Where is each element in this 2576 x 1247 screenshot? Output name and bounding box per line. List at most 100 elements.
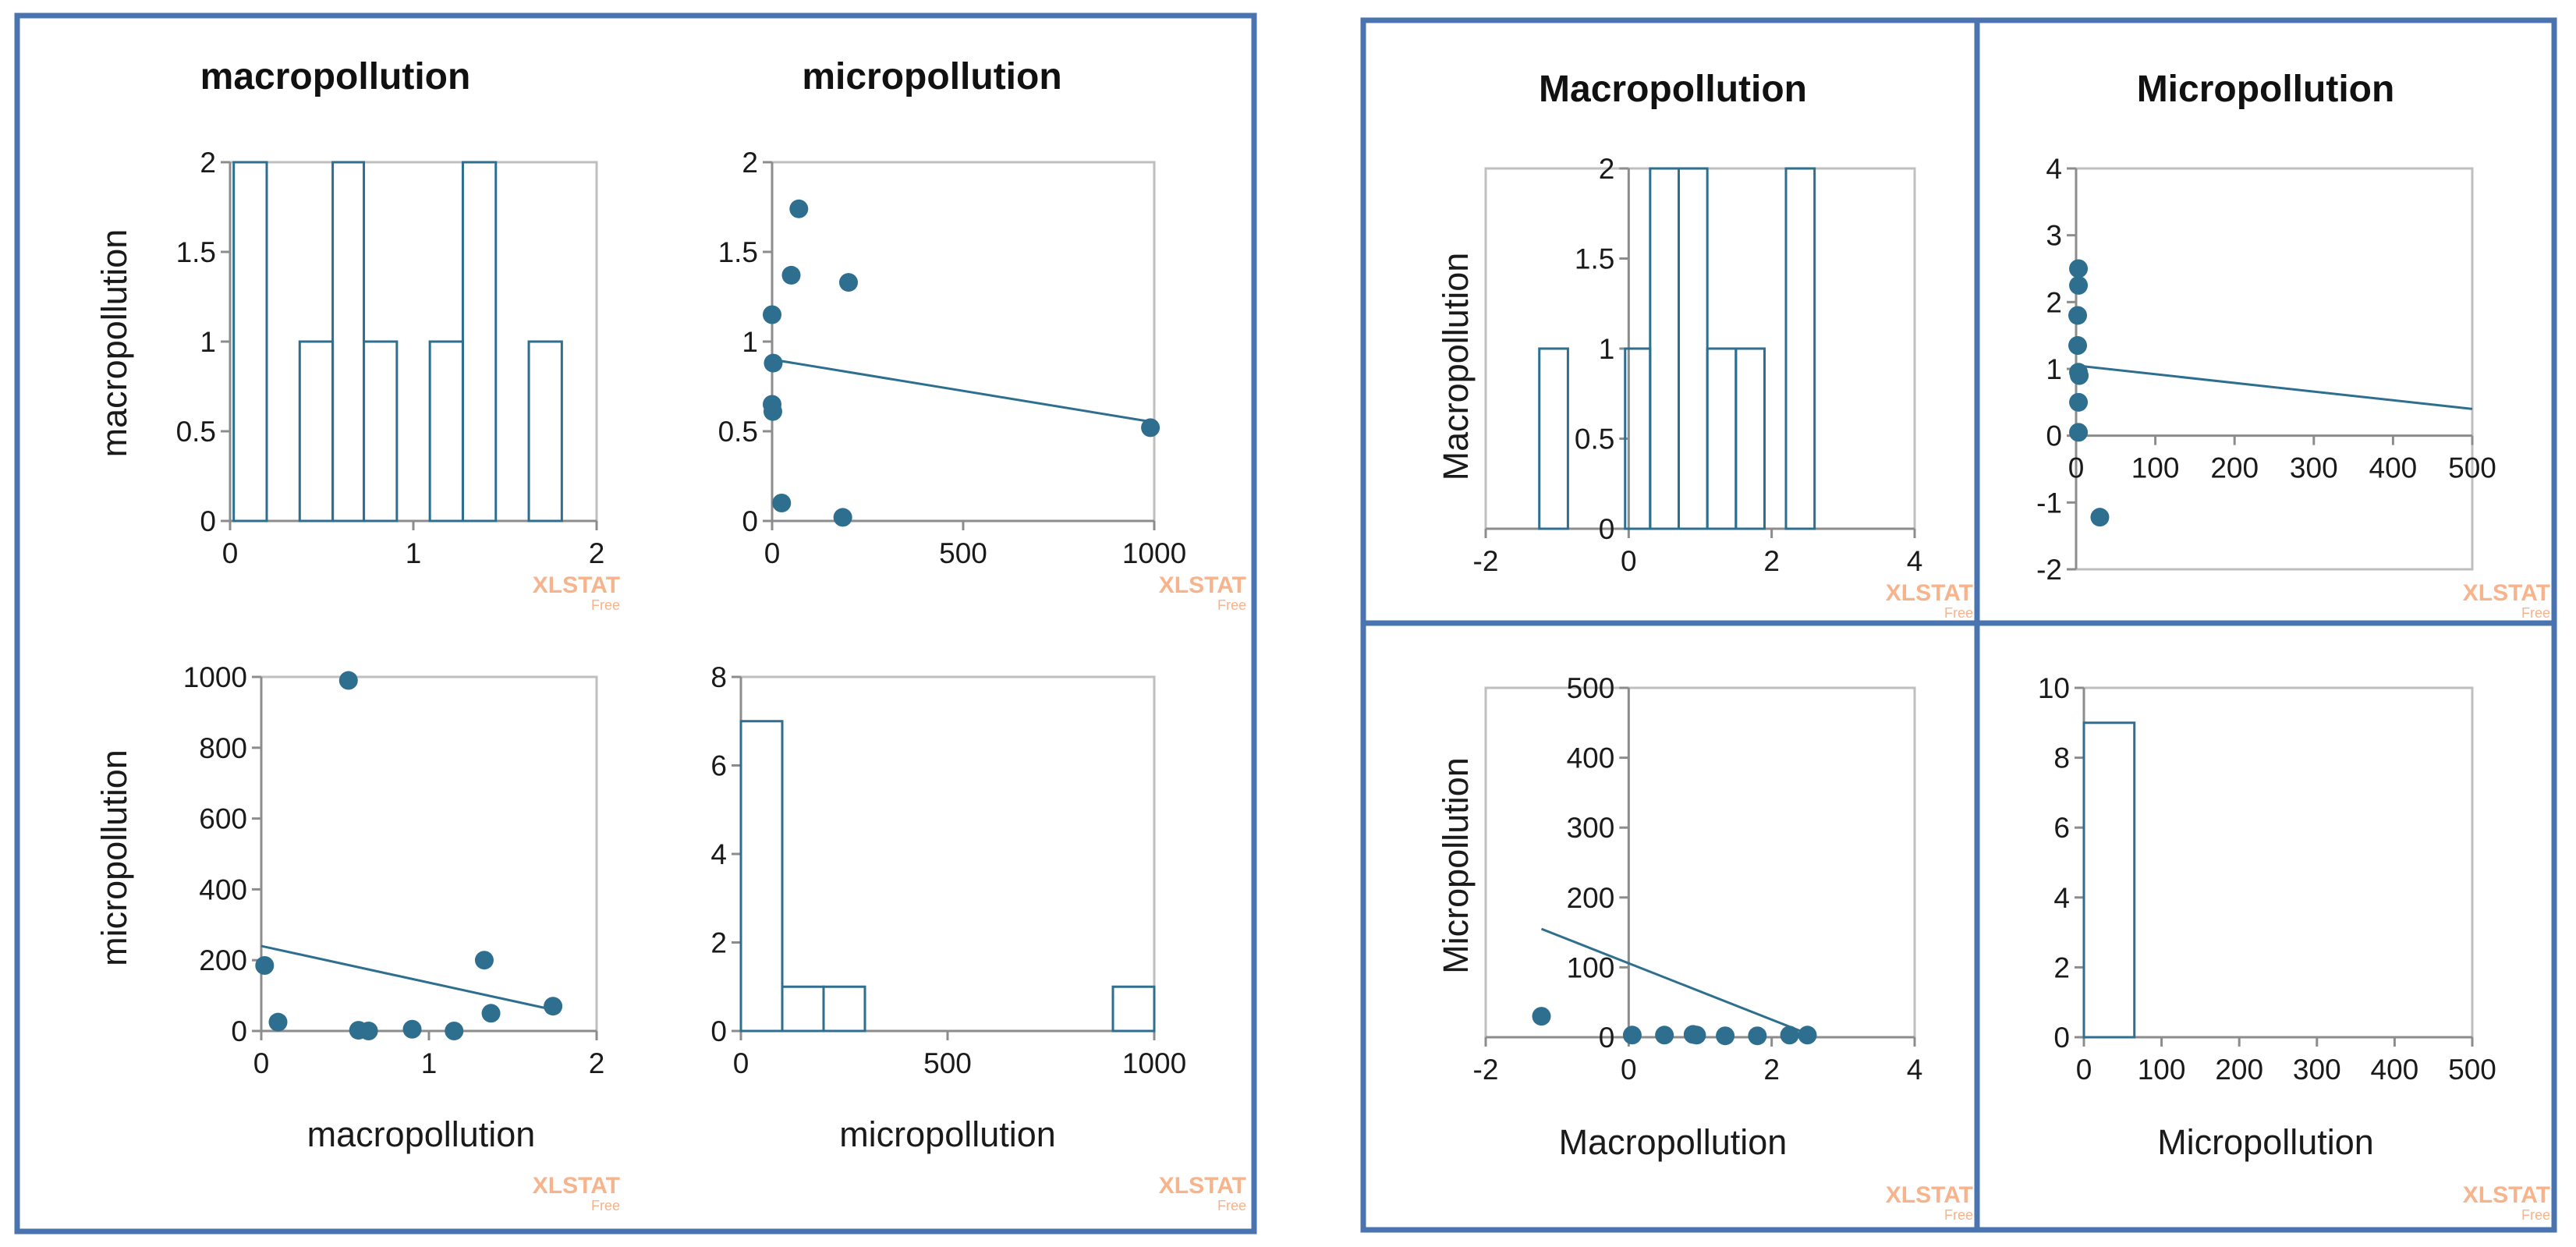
y-tick-label: 2 xyxy=(2046,286,2062,318)
scatter-point xyxy=(772,494,792,512)
histogram-bar xyxy=(1678,167,1709,530)
y-tick-label: 1 xyxy=(742,326,758,358)
histogram-bar xyxy=(1538,347,1569,530)
y-tick-label: 600 xyxy=(199,803,247,835)
x-tick-label: 0 xyxy=(733,1047,749,1079)
left-row-label-2: micropollution xyxy=(94,749,134,966)
scatter-point xyxy=(839,273,858,292)
histogram-bar xyxy=(739,720,784,1033)
scatter-point xyxy=(1798,1026,1817,1045)
y-tick-label: 2 xyxy=(742,147,758,179)
scatter-point xyxy=(1141,418,1160,438)
x-tick-label: 100 xyxy=(2138,1054,2186,1086)
left-matrix-frame xyxy=(14,12,1257,1235)
y-tick-label: 500 xyxy=(1567,672,1615,704)
scatter-point xyxy=(402,1019,422,1039)
x-tick-label: 0 xyxy=(2076,1054,2092,1086)
svg-text:Free: Free xyxy=(1217,1198,1246,1213)
svg-text:Free: Free xyxy=(591,597,620,613)
x-tick-label: 1000 xyxy=(1122,537,1186,569)
x-tick-label: 500 xyxy=(923,1047,972,1079)
svg-text:Free: Free xyxy=(1944,1207,1973,1223)
x-tick-label: 300 xyxy=(2293,1054,2341,1086)
scatter-point xyxy=(268,1012,288,1032)
scatter-point xyxy=(338,671,358,690)
chart-R11: 0 0.5 1 1.5 2 -2 0 2 4 xyxy=(1473,153,1923,577)
x-tick-label: 1 xyxy=(406,537,422,569)
scatter-point xyxy=(763,402,782,421)
plot-area-L22 xyxy=(739,675,1156,1033)
x-tick-label: 2 xyxy=(589,537,605,569)
scatter-point xyxy=(1622,1026,1642,1045)
y-tick-label: 8 xyxy=(710,661,727,693)
y-tick-label: 0.5 xyxy=(176,416,216,448)
scatter-point xyxy=(1655,1026,1674,1045)
scatter-point xyxy=(1687,1026,1706,1045)
histogram-bar xyxy=(1624,347,1652,530)
histogram-bar xyxy=(1649,167,1680,530)
left-x-label-2: micropollution xyxy=(839,1114,1056,1154)
y-tick-label: 2 xyxy=(710,927,727,959)
scatter-point xyxy=(764,353,783,373)
svg-text:Free: Free xyxy=(1944,605,1973,621)
plot-area-R12 xyxy=(2075,167,2474,571)
y-tick-label: 1 xyxy=(200,326,216,358)
y-tick-label: 0 xyxy=(2053,1022,2070,1054)
svg-text:XLSTAT: XLSTAT xyxy=(1886,1182,1973,1208)
scatter-point xyxy=(1716,1026,1735,1046)
x-tick-label: -2 xyxy=(1473,545,1499,577)
x-tick-label: 200 xyxy=(2215,1054,2263,1086)
y-tick-label: 4 xyxy=(2053,882,2070,914)
histogram-bar xyxy=(1784,167,1816,530)
y-tick-label: 1 xyxy=(1599,333,1615,365)
histogram-bar xyxy=(363,340,399,523)
scatter-point xyxy=(544,997,563,1016)
scatter-point xyxy=(481,1004,501,1023)
svg-text:XLSTAT: XLSTAT xyxy=(1159,1173,1246,1199)
y-tick-label: 1.5 xyxy=(176,236,216,268)
trend-line xyxy=(771,358,1155,423)
scatter-point xyxy=(2069,423,2089,442)
scatter-point xyxy=(833,508,852,527)
plot-area-R21 xyxy=(1484,686,1916,1039)
y-tick-label: 0 xyxy=(2046,420,2062,452)
scatter-point xyxy=(789,199,809,218)
scatter-point xyxy=(2068,336,2088,356)
x-tick-label: 1000 xyxy=(1122,1047,1186,1079)
x-tick-label: 0 xyxy=(222,537,239,569)
right-row-label-1: Macropollution xyxy=(1436,253,1476,481)
scatter-point xyxy=(2069,259,2089,278)
x-tick-label: 500 xyxy=(2448,452,2496,484)
y-tick-label: -1 xyxy=(2036,487,2062,519)
y-tick-label: 200 xyxy=(1567,882,1615,914)
y-tick-label: 400 xyxy=(1567,742,1615,774)
y-tick-label: 0 xyxy=(231,1015,247,1047)
histogram-bar xyxy=(461,161,498,523)
chart-L21: 0 200 400 600 800 1000 0 1 2 xyxy=(183,661,605,1079)
x-tick-label: 1 xyxy=(421,1047,438,1079)
histogram-bar xyxy=(428,340,464,523)
right-col-title-2: Micropollution xyxy=(2137,69,2395,110)
y-tick-label: 3 xyxy=(2046,220,2062,252)
left-col-title-2: micropollution xyxy=(802,56,1061,97)
y-tick-label: 2 xyxy=(2053,951,2070,983)
y-tick-label: 4 xyxy=(2046,153,2062,185)
x-tick-label: 500 xyxy=(2448,1054,2496,1086)
scatter-point xyxy=(1532,1007,1551,1026)
y-tick-label: 8 xyxy=(2053,742,2070,774)
y-tick-label: 1.5 xyxy=(718,236,758,268)
y-tick-label: 200 xyxy=(199,944,247,976)
y-tick-label: 300 xyxy=(1567,812,1615,844)
histogram-bar xyxy=(1734,347,1766,530)
x-tick-label: 0 xyxy=(1621,1054,1637,1086)
x-tick-label: 4 xyxy=(1907,1054,1923,1086)
y-tick-label: 0 xyxy=(710,1015,727,1047)
